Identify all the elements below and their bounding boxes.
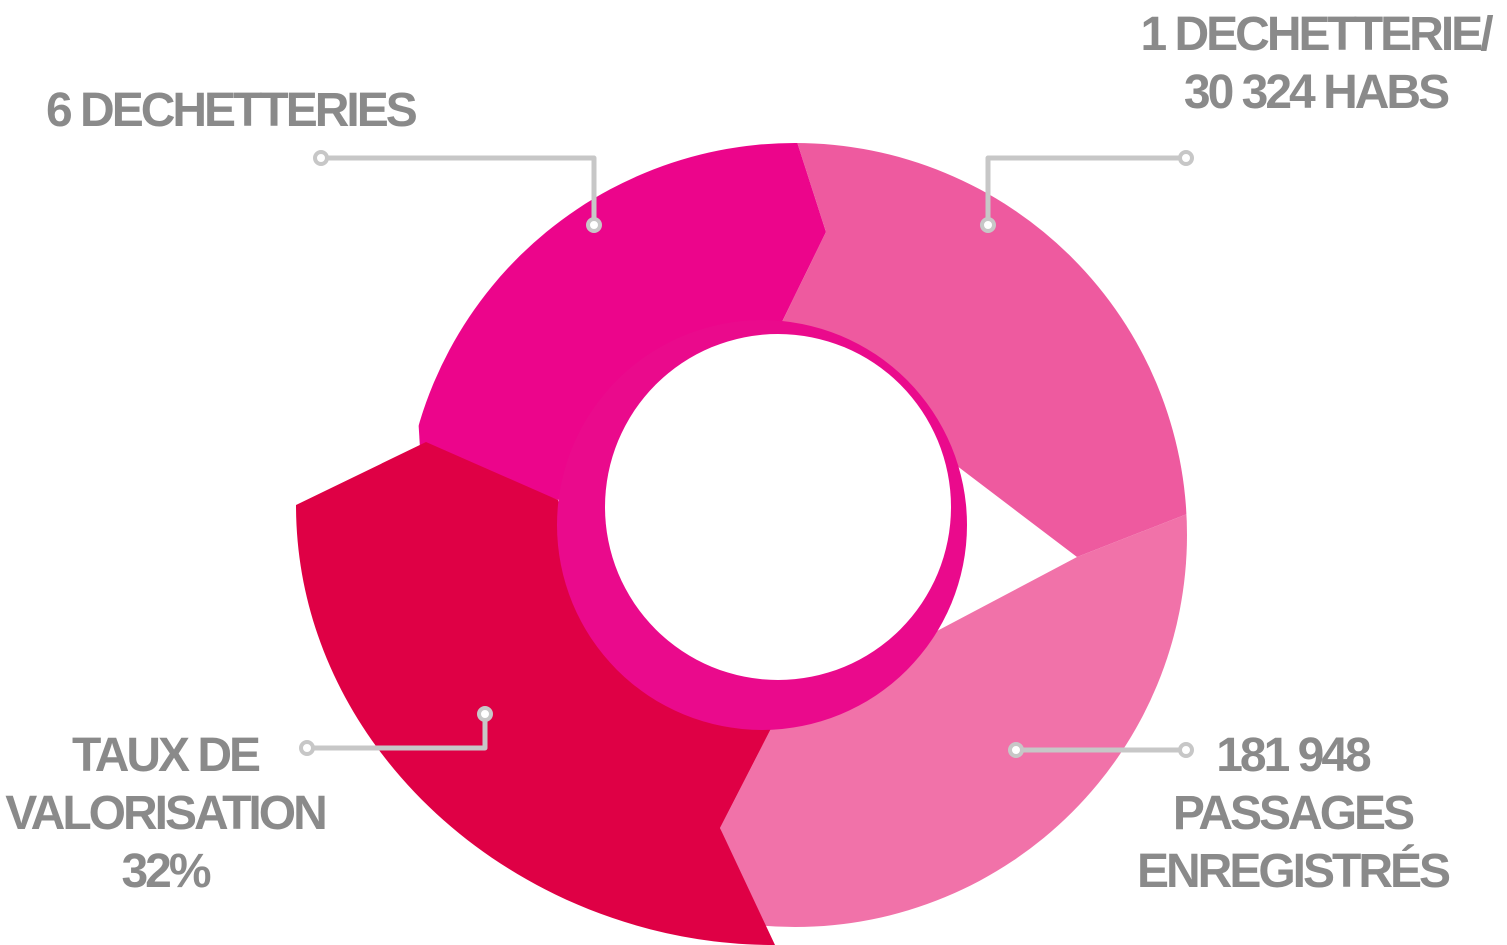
connector-dot bbox=[299, 740, 315, 756]
connector-dot bbox=[313, 150, 329, 166]
label-line: 30 324 HABS bbox=[1183, 66, 1450, 119]
connector-dot bbox=[586, 217, 602, 233]
label-taux-valorisation: TAUX DE VALORISATION 32% bbox=[0, 727, 330, 901]
connector-dot bbox=[980, 217, 996, 233]
connector-top-left bbox=[318, 155, 597, 228]
label-passages: 181 948 PASSAGES ENREGISTRÉS bbox=[1135, 727, 1451, 901]
label-dechetterie-per-habs: 1 DECHETTERIE/ 30 324 HABS bbox=[1138, 6, 1493, 122]
label-line: VALORISATION bbox=[5, 787, 328, 840]
connector-dot bbox=[477, 706, 493, 722]
label-line: 1 DECHETTERIE/ bbox=[1140, 8, 1493, 61]
label-line: 181 948 bbox=[1216, 729, 1372, 782]
label-line: TAUX DE bbox=[71, 729, 261, 782]
center-hole bbox=[605, 334, 951, 680]
label-line: 32% bbox=[121, 845, 211, 898]
label-line: 6 DECHETTERIES bbox=[46, 84, 418, 137]
connector-dot bbox=[1178, 150, 1194, 166]
label-line: ENREGISTRÉS bbox=[1136, 845, 1451, 898]
label-dechetteries-count: 6 DECHETTERIES bbox=[46, 82, 418, 140]
segment-bottom-left bbox=[296, 442, 778, 945]
connector-dot bbox=[1178, 742, 1194, 758]
label-line: PASSAGES bbox=[1172, 787, 1415, 840]
connector-bottom-left bbox=[304, 711, 488, 751]
connector-dot bbox=[1008, 742, 1024, 758]
connector-top-right bbox=[985, 155, 1189, 228]
